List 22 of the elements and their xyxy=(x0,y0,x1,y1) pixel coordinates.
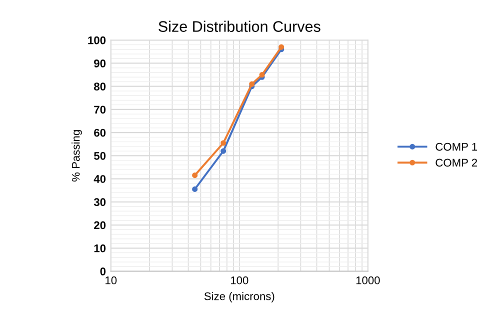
y-tick-label: 50 xyxy=(94,152,106,160)
y-tick-label: 90 xyxy=(94,60,106,68)
y-tick-label: 20 xyxy=(94,221,106,230)
y-axis-title: % Passing xyxy=(72,130,82,182)
point xyxy=(220,148,226,154)
x-tick-label: 1000 xyxy=(356,276,380,284)
y-tick-label: 10 xyxy=(94,244,106,252)
y-tick-label: 100 xyxy=(88,36,106,44)
x-axis-title: Size (microns) xyxy=(204,292,274,302)
point xyxy=(278,44,284,50)
legend-label: COMP 1 xyxy=(436,142,478,151)
point xyxy=(220,140,226,146)
y-tick-label: 0 xyxy=(100,268,106,276)
chart-title: Size Distribution Curves xyxy=(158,20,320,32)
x-tick-label: 10 xyxy=(106,276,117,284)
y-tick-label: 70 xyxy=(94,106,106,114)
y-tick-label: 30 xyxy=(94,198,106,206)
y-tick-label: 60 xyxy=(94,128,106,137)
x-tick-label: 100 xyxy=(230,276,248,284)
y-tick-label: 80 xyxy=(94,82,106,90)
legend-label: COMP 2 xyxy=(436,158,477,167)
y-tick-label: 40 xyxy=(94,175,106,183)
